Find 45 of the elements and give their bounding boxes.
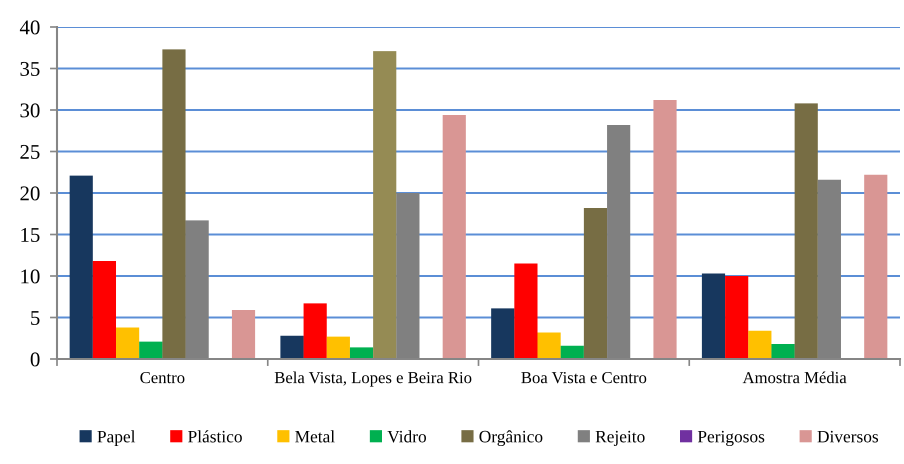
y-tick-label: 0 (30, 352, 40, 366)
legend-label: Papel (97, 430, 136, 446)
bar (653, 100, 677, 359)
bar (232, 310, 256, 359)
legend-label: Metal (295, 430, 335, 442)
y-tick-label: 5 (31, 311, 40, 325)
y-tick-label: 20 (20, 186, 40, 200)
bar (350, 347, 374, 359)
bar (139, 342, 162, 359)
y-tick-label: 25 (20, 144, 40, 159)
bar (560, 346, 584, 359)
bar (491, 308, 514, 359)
bar (326, 336, 350, 359)
legend-label: Diversos (817, 430, 878, 442)
y-tick-label: 30 (20, 103, 40, 118)
y-tick-label: 15 (21, 228, 40, 242)
bar (794, 103, 818, 359)
y-tick-label: 35 (20, 62, 40, 76)
legend-label: Rejeito (596, 430, 645, 446)
bar (514, 264, 538, 359)
x-tick-label: Bela Vista, Lopes e Beira Rio (274, 372, 472, 387)
bar (280, 336, 304, 359)
x-tick-label: Centro (140, 372, 184, 384)
x-tick-label: Boa Vista e Centro (521, 372, 646, 384)
bar (748, 330, 772, 359)
bar (442, 114, 466, 359)
bar (162, 49, 186, 359)
bar (304, 303, 327, 359)
bar (771, 344, 795, 359)
y-tick-label: 40 (20, 20, 40, 34)
bar (70, 176, 93, 359)
x-tick-label: Amostra Média (742, 371, 846, 384)
bar (702, 274, 726, 359)
bar (725, 276, 748, 359)
bar (864, 174, 888, 359)
legend-label: Orgânico (479, 430, 542, 446)
bar (373, 51, 396, 359)
legend-label: Plástico (188, 430, 242, 442)
bar (92, 261, 116, 359)
bar (538, 332, 561, 359)
legend-label: Vidro (387, 430, 426, 443)
bar (116, 327, 140, 359)
y-tick-label: 10 (21, 269, 40, 284)
bar (584, 208, 608, 359)
legend-label: Perigosos (698, 430, 764, 446)
